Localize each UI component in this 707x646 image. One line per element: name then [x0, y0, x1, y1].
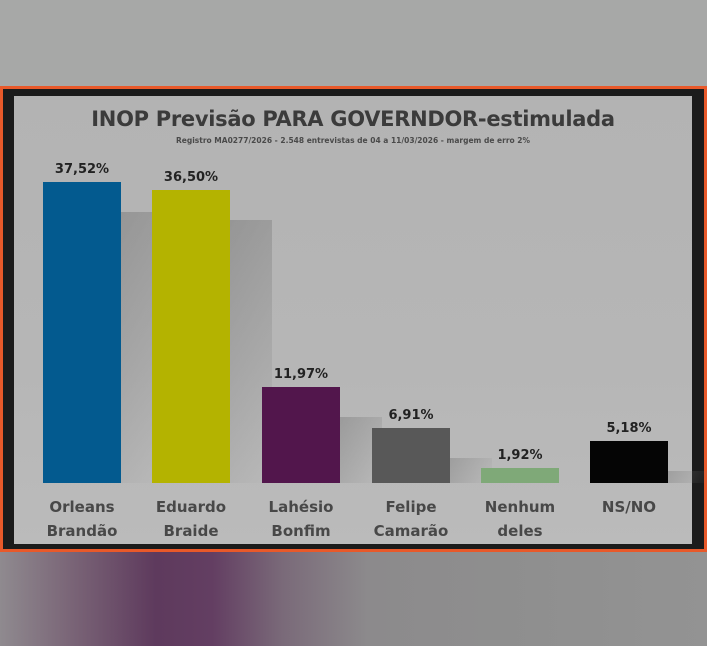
category-label-line1: Felipe	[385, 498, 437, 516]
background-blur-strip	[0, 552, 707, 646]
bar-6	[590, 441, 668, 483]
category-label-line2: Braide	[163, 522, 219, 540]
category-label: Orleans Brandão	[22, 495, 142, 543]
category-label-line2: Camarão	[373, 522, 449, 540]
category-label: Felipe Camarão	[351, 495, 471, 543]
category-label-line1: Orleans	[49, 498, 115, 516]
category-label: Nenhum deles	[460, 495, 580, 543]
category-label-line2: deles	[497, 522, 543, 540]
chart-panel: INOP Previsão PARA GOVERNDOR-estimulada …	[14, 96, 707, 544]
chart-subtitle: Registro MA0277/2026 - 2.548 entrevistas…	[175, 136, 531, 145]
category-label-line1: NS/NO	[601, 498, 657, 516]
bar-3	[262, 387, 340, 483]
category-label: Lahésio Bonfim	[241, 495, 361, 543]
bar-value-label: 6,91%	[388, 408, 434, 423]
category-label-line1: Lahésio	[268, 498, 334, 516]
chart-frame: INOP Previsão PARA GOVERNDOR-estimulada …	[0, 86, 707, 552]
bar-4	[372, 428, 450, 483]
category-label-line2: Bonfim	[271, 522, 331, 540]
bar-2	[152, 190, 230, 483]
category-label-line1: Nenhum	[484, 498, 556, 516]
bar-value-label: 37,52%	[54, 162, 110, 177]
category-label-line2: Brandão	[46, 522, 118, 540]
bar-value-label: 36,50%	[163, 170, 219, 185]
category-label: NS/NO	[569, 495, 689, 519]
category-label: Eduardo Braide	[131, 495, 251, 543]
category-label-line1: Eduardo	[155, 498, 227, 516]
bar-5	[481, 468, 559, 483]
bar-value-label: 1,92%	[497, 448, 543, 463]
bar-value-label: 5,18%	[606, 421, 652, 436]
chart-title: INOP Previsão PARA GOVERNDOR-estimulada	[91, 107, 615, 131]
bar-1	[43, 182, 121, 483]
bar-value-label: 11,97%	[273, 367, 329, 382]
